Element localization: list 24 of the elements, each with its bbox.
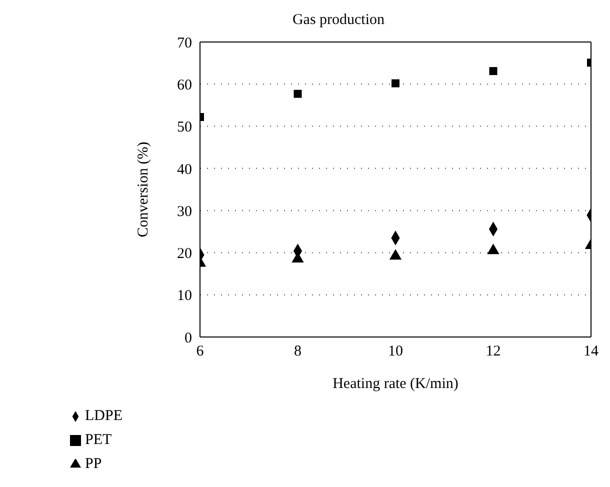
x-tick-label: 12: [486, 344, 501, 360]
point: [294, 90, 302, 98]
legend-label: PP: [85, 456, 102, 472]
y-tick-label: 10: [177, 288, 192, 304]
point: [489, 67, 498, 76]
y-tick-label: 70: [177, 35, 192, 52]
x-axis-title: Heating rate (K/min): [332, 376, 458, 392]
y-tick-label: 60: [177, 77, 192, 94]
y-tick-label: 0: [184, 330, 192, 346]
y-tick-label: 30: [177, 204, 192, 220]
point: [392, 79, 400, 88]
legend-label: PET: [85, 432, 112, 448]
legend-label: LDPE: [85, 408, 122, 424]
x-tick-label: 10: [388, 344, 403, 360]
chart-title: Gas production: [291, 11, 386, 30]
x-tick-label: 6: [196, 344, 204, 360]
y-tick-label: 40: [177, 162, 192, 178]
y-tick-label: 20: [177, 246, 192, 262]
point: [389, 249, 402, 260]
y-axis-title: Conversion (%): [135, 142, 152, 238]
y-tick-label: 50: [177, 120, 192, 136]
x-tick-label: 8: [294, 344, 302, 360]
point: [487, 244, 500, 254]
x-tick-label: 14: [584, 344, 599, 360]
